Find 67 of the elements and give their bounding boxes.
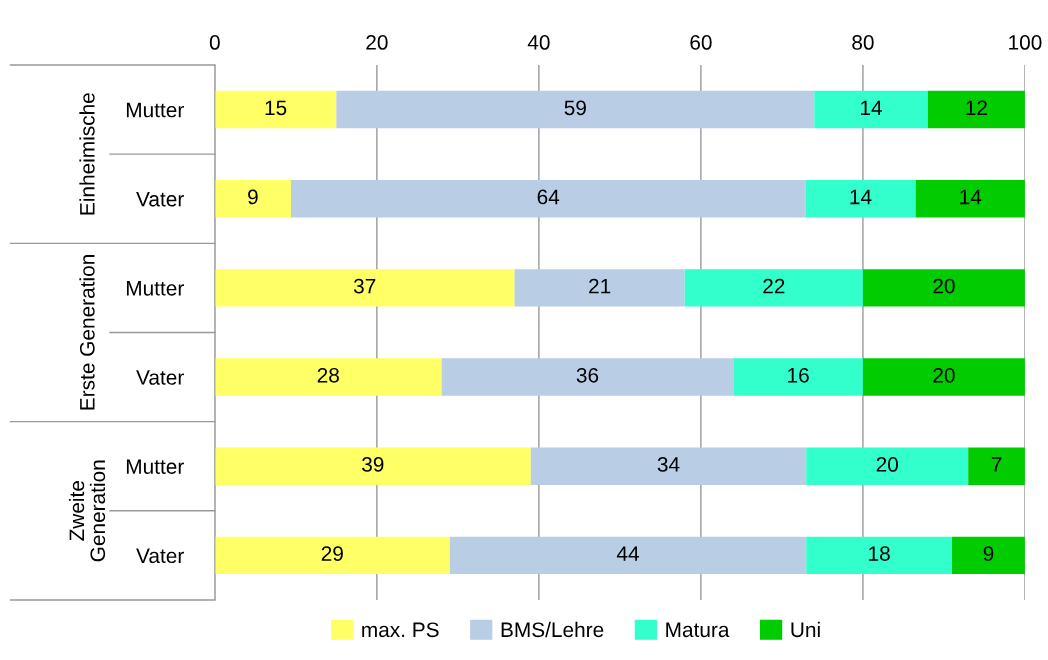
bar [214,180,291,218]
legend-label: BMS/Lehre [501,621,604,638]
legend-label: max. PS [362,622,439,638]
legend-label: Matura [666,622,730,638]
bar [214,447,531,485]
bar [214,536,450,575]
data-label: 12 [966,100,987,115]
data-label: 9 [248,189,258,205]
data-label: 16 [788,367,809,383]
text: Erste Generation [79,255,95,410]
bar [336,90,815,129]
bar [814,90,928,129]
bar [514,269,685,307]
data-label: 15 [265,100,287,116]
x-tick-label: 20 [366,35,388,50]
y-tick-label: Mutter [126,102,184,118]
data-label: 29 [321,546,343,561]
bar [290,180,806,218]
y-tick-label: Vater [136,191,184,207]
bar [862,358,1025,396]
bar [968,447,1025,485]
x-tick-label: 80 [852,35,874,50]
bar [530,447,807,485]
data-label: 59 [564,100,586,116]
data-label: 7 [991,457,1002,472]
y-tick-label: Vater [136,548,184,564]
x-tick-label: 100 [1009,35,1042,50]
data-label: 36 [576,367,599,383]
data-label: 9 [983,546,994,561]
data-label: 14 [861,100,882,115]
y-tick-label: Mutter [126,281,184,296]
bar [915,180,1025,218]
bar [733,358,863,396]
bar [214,90,337,129]
data-label: 28 [317,367,339,383]
data-label: 44 [616,546,639,561]
bar [449,536,807,575]
bar [927,90,1025,129]
data-label: 20 [933,367,955,383]
bar [214,358,442,396]
bar [806,536,953,575]
data-label: 18 [869,546,890,561]
data-label: 39 [362,457,384,472]
bar [806,447,969,485]
data-label: 20 [933,278,955,294]
data-label: 21 [589,278,611,294]
data-label: 64 [537,189,560,205]
bar [952,536,1025,575]
bar [214,269,515,307]
bar [441,358,734,396]
y-tick-label: Mutter [126,459,184,474]
data-label: 37 [353,278,376,294]
x-tick-label: 60 [690,35,712,50]
text: Zweite Generation [68,460,106,562]
data-label: 22 [763,278,785,294]
y-tick-label: Vater [136,370,184,385]
data-label: 14 [960,189,982,205]
legend-label: Uni [791,621,820,638]
bar [862,269,1025,307]
x-tick-label: 0 [209,35,220,50]
x-tick-label: 40 [527,35,550,50]
data-label: 20 [876,457,898,472]
data-label: 14 [850,189,872,205]
bar [684,269,863,307]
data-label: 34 [657,457,680,472]
bar [805,180,916,218]
text: Einheimische [79,93,95,215]
